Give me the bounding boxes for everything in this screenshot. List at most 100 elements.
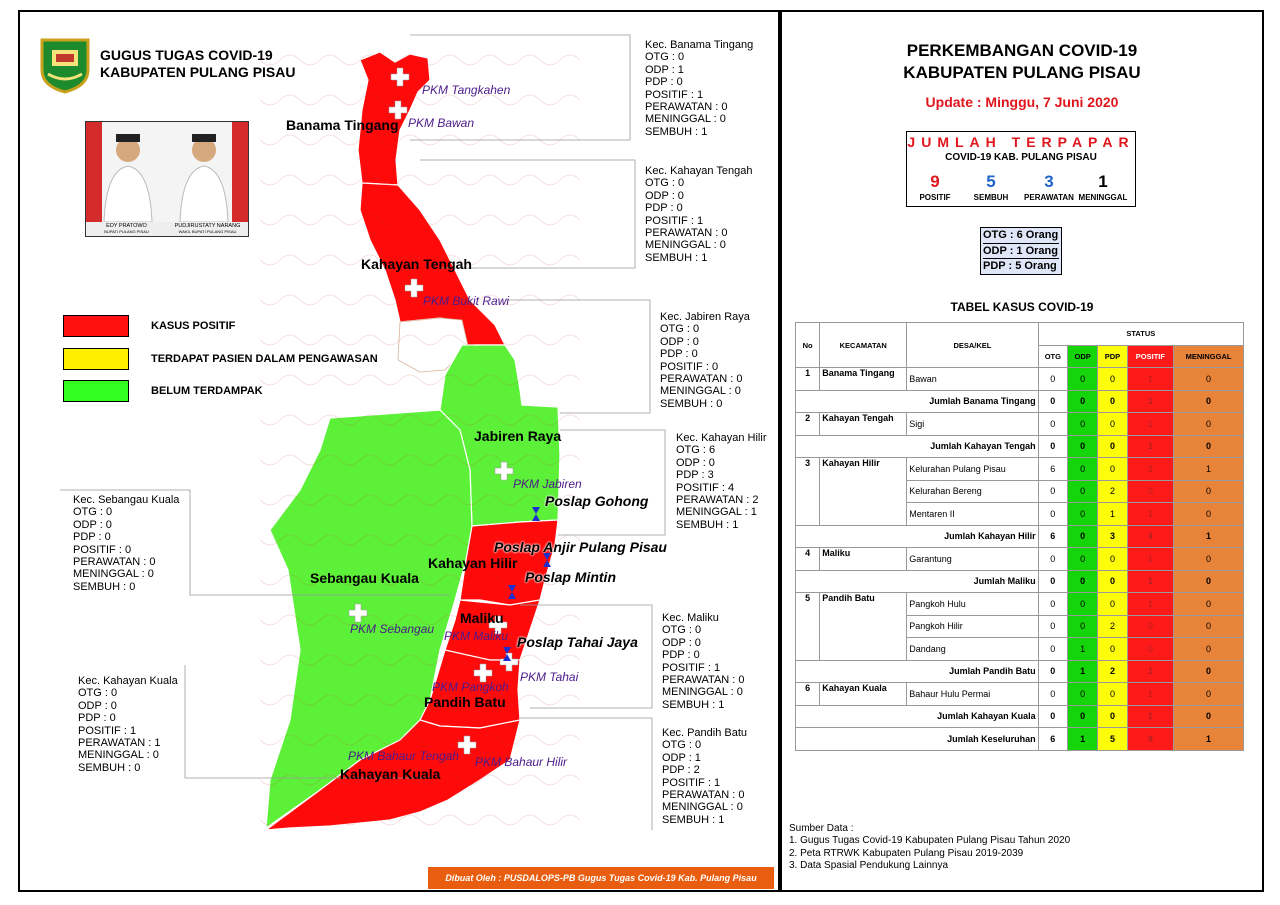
cell-meninggal: 1: [1173, 457, 1244, 481]
cell-odp: 0: [1066, 614, 1099, 638]
region-label-jabiren-raya: Jabiren Raya: [474, 428, 562, 444]
legend-swatch-red: [63, 315, 129, 337]
health-center-icon[interactable]: [348, 603, 368, 623]
sum-label: Jumlah Banama Tingang: [795, 389, 1039, 413]
cell-pdp: 0: [1097, 457, 1128, 481]
stat-treatment: 3 PERAWATAN: [1024, 172, 1074, 202]
credit-banner: Dibuat Oleh : PUSDALOPS-PB Gugus Tugas C…: [428, 867, 774, 889]
cell-desa: Pangkoh Hulu: [906, 592, 1039, 616]
health-center-icon[interactable]: [473, 663, 493, 683]
sources-heading: Sumber Data :: [789, 823, 854, 834]
pkm-label: PKM Tahai: [520, 670, 579, 684]
cell-odp: 0: [1066, 682, 1099, 706]
health-center-icon[interactable]: [390, 67, 410, 87]
cell-otg: 0: [1037, 614, 1068, 638]
cell-odp: 0: [1066, 592, 1099, 616]
pkm-label: PKM Maliku: [444, 629, 509, 643]
cases-table: No KECAMATAN DESA/KEL STATUS OTG ODP PDP…: [794, 322, 1245, 751]
classification-odp: ODP : 1 Orang: [983, 242, 1059, 257]
health-center-icon[interactable]: [499, 652, 519, 672]
post-marker-icon[interactable]: [532, 507, 540, 521]
map-panel: [18, 10, 780, 892]
cell-desa: Mentaren II: [906, 502, 1039, 526]
cell-pdp: 0: [1097, 547, 1128, 571]
cell-positif: 1: [1126, 502, 1175, 526]
legend-label: KASUS POSITIF: [151, 320, 236, 332]
cell-otg: 0: [1037, 389, 1068, 413]
region-label-kahayan-hilir: Kahayan Hilir: [428, 555, 518, 571]
table-sum-row: Jumlah Banama Tingang 0 0 0 1 0: [795, 389, 1244, 413]
cell-pdp: 0: [1097, 637, 1128, 661]
post-label: Poslap Anjir Pulang Pisau: [494, 539, 667, 555]
org-line-2: KABUPATEN PULANG PISAU: [100, 64, 296, 80]
cell-kecamatan: Kahayan Kuala: [819, 682, 908, 706]
cell-pdp: 2: [1097, 659, 1128, 683]
cell-positif: 1: [1126, 569, 1175, 593]
cell-pdp: 1: [1097, 502, 1128, 526]
cell-odp: 1: [1066, 659, 1099, 683]
table-row: 3 Kahayan Hilir Kelurahan Pulang Pisau 6 0 0 3…: [794, 457, 1244, 526]
cell-pdp: 0: [1097, 367, 1128, 391]
pkm-label: PKM Bahaur Hilir: [475, 755, 568, 769]
health-center-icon[interactable]: [388, 100, 408, 120]
table-row: 2 Kahayan Tengah Sigi 0 0 0 1 0: [794, 412, 1244, 436]
health-center-icon[interactable]: [404, 278, 424, 298]
cell-desa: Pangkoh Hilir: [906, 614, 1039, 638]
summary-heading: JUMLAH TERPAPAR: [907, 134, 1135, 150]
cell-no: 4: [794, 547, 821, 571]
table-sum-row: Jumlah Kahayan Tengah 0 0 0 1 0: [795, 434, 1244, 458]
cell-odp: 0: [1066, 704, 1099, 728]
official-2-name: PUDJIRUSTATY NARANG: [174, 223, 241, 229]
report-title-line-2: KABUPATEN PULANG PISAU: [903, 63, 1141, 82]
table-sum-row: Jumlah Maliku 0 0 0 1 0: [795, 569, 1244, 593]
cell-kecamatan: Kahayan Tengah: [819, 412, 908, 436]
cell-odp: 0: [1066, 479, 1099, 503]
sum-label: Jumlah Kahayan Kuala: [795, 704, 1039, 728]
region-label-banama-tingang: Banama Tingang: [286, 117, 399, 133]
table-sum-row: Jumlah Kahayan Hilir 6 0 3 4 1: [795, 524, 1244, 548]
cell-otg: 6: [1037, 457, 1068, 481]
cell-desa: Bahaur Hulu Permai: [906, 682, 1039, 706]
header-meninggal: MENINGGAL: [1173, 344, 1244, 368]
cell-pdp: 5: [1097, 727, 1128, 751]
cell-odp: 0: [1066, 547, 1099, 571]
cell-positif: 1: [1126, 547, 1175, 571]
district-note-kahayan-tengah: Kec. Kahayan Tengah OTG : 0 ODP : 0 PDP : 0…: [645, 165, 753, 264]
health-center-icon[interactable]: [488, 615, 508, 635]
cell-meninggal: 0: [1173, 389, 1244, 413]
pkm-label: PKM Jabiren: [513, 477, 582, 491]
header-kecamatan: KECAMATAN: [819, 322, 908, 368]
cell-odp: 0: [1066, 569, 1099, 593]
cell-odp: 1: [1066, 637, 1099, 661]
cell-no: 5: [794, 592, 821, 661]
table-row: 4 Maliku Garantung 0 0 0 1 0: [794, 547, 1244, 571]
table-row: Kelurahan Bereng 0 0 2 0 0: [796, 479, 1244, 503]
health-center-icon[interactable]: [494, 461, 514, 481]
cell-otg: 0: [1037, 569, 1068, 593]
sum-label: Jumlah Maliku: [795, 569, 1039, 593]
report-panel: [780, 10, 1264, 892]
table-sum-row: Jumlah Keseluruhan 6 1 5 9 1: [795, 727, 1244, 751]
district-note-jabiren-raya: Kec. Jabiren Raya OTG : 0 ODP : 0 PDP : 0 PO…: [660, 311, 750, 410]
pkm-label: PKM Bukit Rawi: [423, 294, 510, 308]
cell-positif: 1: [1126, 682, 1175, 706]
health-center-icon[interactable]: [457, 735, 477, 755]
post-marker-icon[interactable]: [508, 585, 516, 599]
cell-otg: 0: [1037, 479, 1068, 503]
stat-deceased: 1 MENINGGAL: [1078, 172, 1128, 202]
post-marker-icon[interactable]: [543, 553, 551, 567]
sources: Sumber Data : 1. Gugus Tugas Covid-19 Ka…: [789, 823, 1070, 873]
post-marker-icon[interactable]: [503, 647, 511, 661]
cell-desa: Dandang: [906, 637, 1039, 661]
regency-emblem-icon: [38, 36, 92, 94]
cell-pdp: 0: [1097, 682, 1128, 706]
stat-recovered: 5 SEMBUH: [973, 172, 1009, 202]
header-positif: POSITIF: [1126, 344, 1175, 368]
cell-otg: 0: [1037, 637, 1068, 661]
cell-odp: 0: [1066, 502, 1099, 526]
summary-box: JUMLAH TERPAPAR COVID-19 KAB. PULANG PIS…: [906, 131, 1136, 207]
post-label: Poslap Tahai Jaya: [517, 634, 638, 650]
table-sum-row: Jumlah Pandih Batu 0 1 2 1 0: [795, 659, 1244, 683]
cell-meninggal: 0: [1173, 547, 1244, 571]
sum-label: Jumlah Keseluruhan: [795, 727, 1039, 751]
